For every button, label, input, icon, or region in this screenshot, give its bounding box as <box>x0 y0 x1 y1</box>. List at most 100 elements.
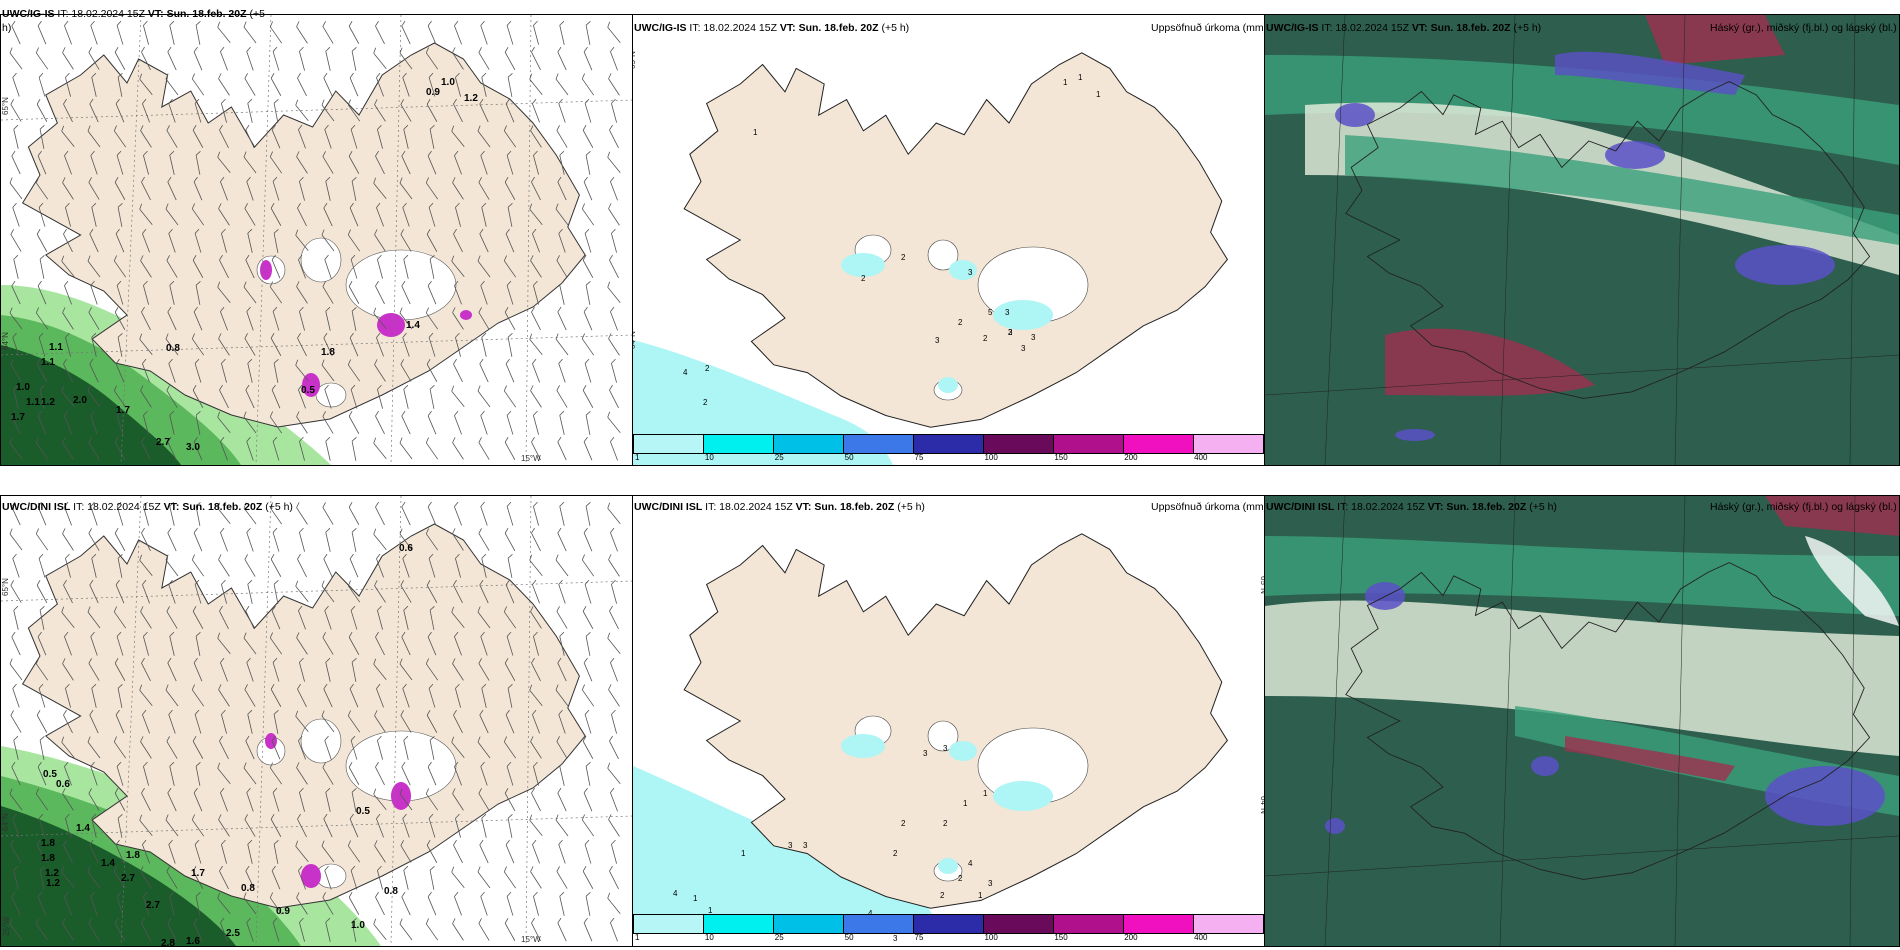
wind-barb <box>477 736 491 759</box>
lon-label: 15°W <box>521 454 541 463</box>
wind-barb <box>62 177 74 200</box>
wind-barb <box>608 73 620 96</box>
wind-barb <box>325 46 331 71</box>
wind-value-label: 1.1 <box>41 357 55 368</box>
wind-barb <box>399 307 413 330</box>
wind-barb <box>191 684 205 707</box>
wind-barb <box>139 333 153 356</box>
wind-barb <box>10 710 22 733</box>
precip-heavy <box>301 864 321 888</box>
wind-barb <box>166 736 178 759</box>
wind-barb <box>299 917 305 942</box>
wind-barb <box>269 21 283 44</box>
colorbar-tick-label: 25 <box>774 453 784 462</box>
cloud-map-panel-dini <box>1264 495 1900 947</box>
colorbar-segment <box>1054 915 1124 933</box>
lead-time: (+5 <box>249 8 265 20</box>
wind-barb <box>452 788 464 811</box>
low-cloud <box>1531 756 1559 776</box>
wind-barb <box>270 814 282 837</box>
wind-barb <box>218 203 230 226</box>
wind-barb <box>63 579 73 604</box>
wind-barb <box>115 228 125 253</box>
wind-barb <box>503 255 517 278</box>
wind-barb <box>557 176 567 201</box>
wind-barb <box>218 73 230 96</box>
wind-barb <box>609 605 619 630</box>
wind-barb <box>530 606 542 629</box>
wind-barb <box>270 73 282 96</box>
wind-barb <box>373 47 387 70</box>
wind-barb <box>321 99 335 122</box>
wind-barb <box>477 385 491 408</box>
wind-barb <box>427 501 437 526</box>
wind-barb <box>581 814 595 837</box>
wind-barb <box>143 761 149 786</box>
wind-value-label: 2.0 <box>73 395 87 406</box>
wind-barb <box>116 631 124 656</box>
colorbar-tick-label: 200 <box>1124 453 1138 462</box>
wind-barb <box>377 605 383 630</box>
wind-barb <box>35 47 49 70</box>
wind-barb <box>481 813 487 838</box>
wind-barb <box>559 501 565 526</box>
wind-barb <box>143 20 149 45</box>
wind-barb <box>113 385 127 408</box>
wind-barb <box>193 657 203 682</box>
wind-barb <box>269 762 283 785</box>
wind-barb <box>35 918 49 941</box>
wind-barb <box>348 281 360 304</box>
wind-barb <box>91 202 97 227</box>
wind-value-label: 1.6 <box>186 936 200 946</box>
wind-value-label: 2.7 <box>121 873 135 884</box>
wind-barb <box>36 359 48 382</box>
lead-time: (+5 h) <box>881 22 910 34</box>
wind-barb <box>168 709 176 734</box>
wind-barb <box>192 606 204 629</box>
wind-barb <box>532 839 540 864</box>
wind-header-dini: UWC/DINI ISL IT: 18.02.2024 15Z VT: Sun.… <box>2 501 293 513</box>
meridian <box>525 15 532 465</box>
wind-barb <box>401 410 411 435</box>
wind-barb <box>348 411 360 434</box>
wind-barb <box>13 735 19 760</box>
wind-value-label: 1.2 <box>41 397 55 408</box>
precip-patch <box>841 734 885 758</box>
wind-barb <box>531 657 541 682</box>
wind-barb <box>13 605 19 630</box>
wind-barb <box>167 46 177 71</box>
precip-value-label: 3 <box>988 879 993 888</box>
wind-barb <box>193 527 203 552</box>
wind-barb <box>37 631 47 656</box>
wind-barb <box>427 891 437 916</box>
precip-patch <box>938 377 958 393</box>
wind-barb <box>273 358 279 383</box>
wind-barb <box>114 788 126 811</box>
wind-barb <box>273 228 279 253</box>
wind-barb <box>87 385 101 408</box>
wind-barb <box>115 709 125 734</box>
wind-barb <box>582 736 594 759</box>
wind-barb <box>221 579 227 604</box>
wind-barb <box>166 606 178 629</box>
colorbar-segment <box>774 915 844 933</box>
wind-barb <box>88 437 100 460</box>
wind-barb <box>169 20 175 45</box>
wind-barb <box>377 735 383 760</box>
precip-title-igis: Uppsöfnuð úrkoma (mm) <box>1151 22 1268 34</box>
wind-barb <box>272 436 280 461</box>
wind-barb <box>350 865 358 890</box>
colorbar-tick-label: 200 <box>1124 933 1138 942</box>
colorbar-segment <box>1054 435 1124 453</box>
wind-barb <box>220 657 228 682</box>
wind-barb <box>142 98 150 123</box>
wind-barb <box>167 527 177 552</box>
wind-barb <box>455 553 461 578</box>
wind-barb <box>269 892 283 915</box>
wind-barb <box>221 228 227 253</box>
cloud-map-igis <box>1265 15 1899 465</box>
wind-barb <box>271 254 281 279</box>
cloud-map-panel-igis <box>1264 14 1900 466</box>
wind-barb <box>270 554 282 577</box>
wind-barb <box>403 865 409 890</box>
